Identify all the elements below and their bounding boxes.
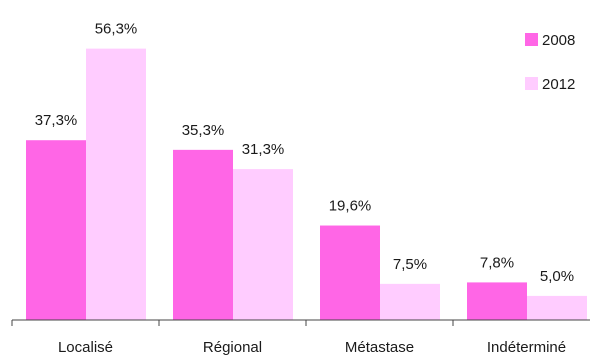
value-label-2012-2: 7,5% (393, 256, 427, 273)
value-label-2008-1: 35,3% (182, 122, 225, 139)
category-label-1: Régional (203, 339, 262, 355)
category-labels-group: Localisé Régional Métastase Indéterminé (58, 339, 566, 355)
legend-label-2008: 2008 (542, 32, 575, 49)
value-label-2012-1: 31,3% (242, 141, 285, 158)
bar-2012-1 (233, 169, 293, 320)
legend-swatch-2008 (525, 33, 538, 46)
value-label-2012-3: 5,0% (540, 268, 574, 285)
category-label-3: Indéterminé (487, 339, 566, 355)
bars-group (26, 48, 587, 320)
bar-2012-0 (86, 48, 146, 320)
bar-2008-2 (320, 225, 380, 320)
bar-2012-2 (380, 283, 440, 320)
bar-2008-1 (173, 149, 233, 320)
value-labels-group: 37,3% 56,3% 35,3% 31,3% 19,6% 7,5% 7,8% 5,0% (35, 21, 574, 285)
bar-2008-3 (467, 282, 527, 320)
category-label-2: Métastase (345, 339, 414, 355)
value-label-2012-0: 56,3% (95, 21, 138, 38)
value-label-2008-0: 37,3% (35, 112, 78, 129)
value-label-2008-3: 7,8% (480, 254, 514, 271)
bar-2012-3 (527, 295, 587, 320)
legend-label-2012: 2012 (542, 76, 575, 93)
legend-swatch-2012 (525, 77, 538, 90)
x-axis-ticks (11, 320, 454, 326)
bar-2008-0 (26, 140, 86, 320)
legend: 2008 2012 (525, 32, 575, 93)
value-label-2008-2: 19,6% (329, 198, 372, 215)
category-label-0: Localisé (58, 339, 113, 355)
